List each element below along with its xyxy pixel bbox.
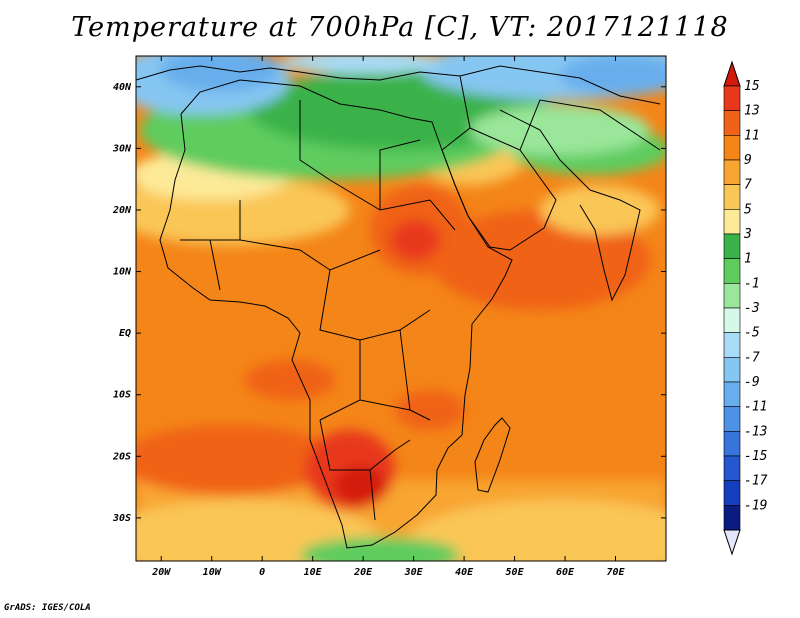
lon-label: 20W — [151, 567, 171, 578]
lon-label: 10W — [203, 567, 222, 578]
lat-label: 20S — [112, 451, 131, 462]
colorbar-bin — [723, 307, 741, 333]
colorbar-label: 13 — [744, 104, 760, 119]
madagascar — [474, 417, 511, 493]
lon-label: 70E — [606, 567, 625, 578]
lon-label: 50E — [506, 567, 525, 578]
colorbar-bin — [723, 258, 741, 284]
africa-coastline — [159, 79, 513, 549]
colorbar: 15 13 11 9 7 5 3 1 -1 -3 -5 -7 -9 -11 -13 -15 -17 -19 — [723, 60, 768, 556]
colorbar-bin — [723, 480, 741, 506]
lat-label: 10S — [113, 390, 131, 401]
colorbar-bin — [723, 505, 741, 531]
colorbar-bin — [723, 455, 741, 481]
colorbar-bin — [723, 233, 741, 259]
colorbar-top-arrow — [723, 60, 741, 87]
lat-label: 10N — [113, 267, 132, 278]
lon-label: 10E — [304, 567, 323, 578]
colorbar-bin — [723, 283, 741, 309]
europe-coastline — [136, 65, 661, 105]
colorbar-label: 3 — [743, 227, 752, 242]
india-coastline — [579, 189, 641, 302]
colorbar-label: -11 — [744, 400, 767, 415]
colorbar-label: 1 — [744, 252, 752, 267]
arabia-coastline — [441, 127, 557, 251]
country-borders — [180, 75, 661, 521]
colorbar-label: 15 — [744, 79, 760, 94]
colorbar-label: -19 — [744, 498, 767, 513]
chart-title: Temperature at 700hPa [C], VT: 201712111… — [71, 12, 729, 43]
lat-label: 30S — [112, 513, 131, 524]
colorbar-bin — [723, 381, 741, 407]
credit-label: GrADS: IGES/COLA — [4, 603, 91, 613]
map-frame — [135, 55, 667, 562]
colorbar-bin — [723, 85, 741, 111]
colorbar-bin — [723, 431, 741, 457]
coastlines — [136, 65, 661, 549]
colorbar-label: -17 — [744, 474, 768, 489]
colorbar-bottom-arrow — [723, 529, 741, 556]
lon-label: 0 — [259, 567, 265, 578]
colorbar-bin — [723, 209, 741, 235]
lat-label: 40N — [113, 82, 132, 93]
colorbar-label: -5 — [744, 326, 760, 341]
lat-label: 20N — [112, 205, 132, 216]
colorbar-bin — [723, 159, 741, 185]
axis-ticks — [136, 56, 666, 561]
colorbar-label: 7 — [744, 178, 752, 193]
lon-label: 40E — [455, 567, 474, 578]
colorbar-label: -3 — [744, 301, 760, 316]
colorbar-label: 5 — [744, 202, 752, 217]
lon-label: 30E — [404, 567, 424, 578]
lon-label: 20E — [353, 567, 373, 578]
colorbar-label: 11 — [744, 128, 760, 143]
colorbar-label: -9 — [744, 375, 760, 390]
colorbar-bin — [723, 332, 741, 358]
colorbar-label: -1 — [744, 276, 760, 291]
temperature-field — [136, 56, 666, 561]
colorbar-bin — [723, 184, 741, 210]
colorbar-label: -13 — [744, 424, 767, 439]
colorbar-bin — [723, 357, 741, 383]
colorbar-bin — [723, 406, 741, 432]
lat-label: 30N — [112, 143, 132, 154]
colorbar-label: 9 — [744, 153, 752, 168]
colorbar-label: -7 — [744, 350, 760, 365]
colorbar-bin — [723, 135, 741, 161]
lon-label: 60E — [556, 567, 575, 578]
axis-labels: 40N 30N 20N 10N EQ 10S 20S 30S 20W 10W 0 10E 20E 30E 4… — [112, 82, 626, 578]
colorbar-bin — [723, 110, 741, 136]
lat-label: EQ — [119, 328, 131, 339]
colorbar-label: -15 — [744, 449, 768, 464]
